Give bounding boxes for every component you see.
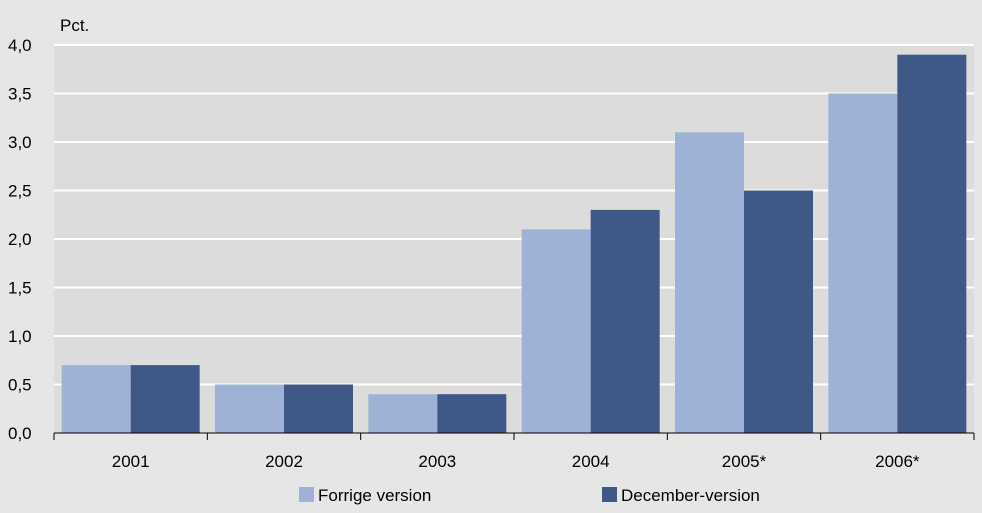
bar-forrige-2 <box>368 394 438 433</box>
bar-forrige-5 <box>828 93 898 433</box>
bar-december-0 <box>130 365 200 433</box>
legend-label: Forrige version <box>318 486 431 505</box>
y-tick-label: 1,0 <box>8 327 32 346</box>
y-axis-unit-label: Pct. <box>60 16 89 35</box>
bar-forrige-0 <box>61 365 131 433</box>
bar-december-1 <box>284 384 353 433</box>
bar-forrige-1 <box>215 384 284 433</box>
x-tick-label: 2001 <box>112 452 150 471</box>
x-axis: 2001 2002 2003 2004 2005* 2006* <box>53 432 975 471</box>
y-tick-label: 2,5 <box>8 182 32 201</box>
x-tick-label: 2004 <box>572 452 610 471</box>
x-tick-label: 2002 <box>265 452 303 471</box>
y-axis: 0,0 0,5 1,0 1,5 2,0 2,5 3,0 3,5 4,0 <box>8 36 32 443</box>
legend-label: December-version <box>621 486 760 505</box>
bar-december-4 <box>744 190 813 433</box>
legend-swatch <box>299 487 314 502</box>
x-tick-label: 2006* <box>875 452 920 471</box>
y-tick-label: 4,0 <box>8 36 32 55</box>
y-tick-label: 3,5 <box>8 85 32 104</box>
y-tick-label: 0,0 <box>8 424 32 443</box>
legend: Forrige version December-version <box>299 486 760 505</box>
y-tick-label: 0,5 <box>8 376 32 395</box>
y-tick-label: 1,5 <box>8 279 32 298</box>
x-tick-label: 2003 <box>418 452 456 471</box>
legend-swatch <box>602 487 617 502</box>
bar-december-2 <box>437 394 507 433</box>
y-tick-label: 3,0 <box>8 133 32 152</box>
bar-december-5 <box>897 54 967 433</box>
grid-lines <box>54 44 974 386</box>
bar-december-3 <box>590 209 660 433</box>
bars-group <box>61 54 967 434</box>
bar-forrige-4 <box>675 132 744 434</box>
bar-forrige-3 <box>521 229 591 433</box>
x-tick-label: 2005* <box>722 452 767 471</box>
y-tick-label: 2,0 <box>8 230 32 249</box>
